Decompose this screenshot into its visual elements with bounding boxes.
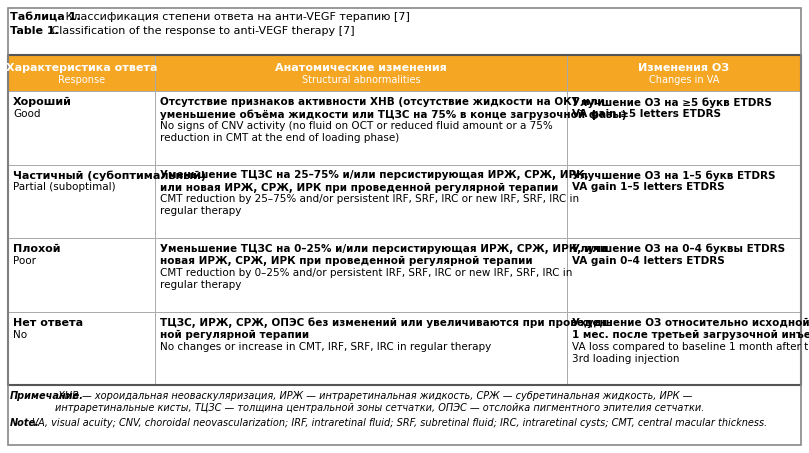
Text: Таблица 1.: Таблица 1.: [10, 12, 81, 22]
Text: Отсутствие признаков активности ХНВ (отсутствие жидкости на ОКТ или: Отсутствие признаков активности ХНВ (отс…: [159, 97, 604, 107]
Text: CMT reduction by 25–75% and/or persistent IRF, SRF, IRC or new IRF, SRF, IRC in: CMT reduction by 25–75% and/or persisten…: [159, 194, 578, 204]
Bar: [8, 238, 155, 312]
Text: Анатомические изменения: Анатомические изменения: [275, 63, 447, 73]
Bar: [567, 238, 801, 312]
Bar: [155, 55, 567, 91]
Text: 1 мес. после третьей загрузочной инъекции: 1 мес. после третьей загрузочной инъекци…: [572, 329, 809, 340]
Text: Классификация степени ответа на анти-VEGF терапию [7]: Классификация степени ответа на анти-VEG…: [62, 12, 410, 22]
Text: Нет ответа: Нет ответа: [13, 318, 83, 328]
Text: ТЦЗС, ИРЖ, СРЖ, ОПЭС без изменений или увеличиваются при проведен-: ТЦЗС, ИРЖ, СРЖ, ОПЭС без изменений или у…: [159, 318, 611, 328]
Bar: [155, 312, 567, 385]
Bar: [155, 238, 567, 312]
Bar: [567, 312, 801, 385]
Text: Улучшение ОЗ на 0–4 буквы ETDRS: Улучшение ОЗ на 0–4 буквы ETDRS: [572, 244, 786, 255]
Text: regular therapy: regular therapy: [159, 207, 241, 217]
Text: Уменьшение ТЦЗС на 25–75% и/или персистирующая ИРЖ, СРЖ, ИРК,: Уменьшение ТЦЗС на 25–75% и/или персисти…: [159, 170, 588, 180]
Text: Уменьшение ТЦЗС на 0–25% и/или персистирующая ИРЖ, СРЖ, ИРК, или: Уменьшение ТЦЗС на 0–25% и/или персистир…: [159, 244, 607, 254]
Bar: [155, 164, 567, 238]
Bar: [8, 164, 155, 238]
Text: reduction in CMT at the end of loading phase): reduction in CMT at the end of loading p…: [159, 133, 399, 143]
Bar: [8, 55, 155, 91]
Text: Частичный (субоптимальный): Частичный (субоптимальный): [13, 170, 206, 181]
Text: CMT reduction by 0–25% and/or persistent IRF, SRF, IRC or new IRF, SRF, IRC in: CMT reduction by 0–25% and/or persistent…: [159, 268, 572, 278]
Text: Плохой: Плохой: [13, 244, 61, 254]
Text: No signs of CNV activity (no fluid on OCT or reduced fluid amount or a 75%: No signs of CNV activity (no fluid on OC…: [159, 121, 553, 131]
Text: новая ИРЖ, СРЖ, ИРК при проведенной регулярной терапии: новая ИРЖ, СРЖ, ИРК при проведенной регу…: [159, 256, 532, 266]
Bar: [8, 91, 155, 164]
Text: No changes or increase in CMT, IRF, SRF, IRC in regular therapy: No changes or increase in CMT, IRF, SRF,…: [159, 342, 491, 352]
Text: VA loss compared to baseline 1 month after the: VA loss compared to baseline 1 month aft…: [572, 342, 809, 352]
Bar: [155, 91, 567, 164]
Text: No: No: [13, 329, 28, 339]
Text: Изменения ОЗ: Изменения ОЗ: [638, 63, 730, 73]
Text: VA gain 0–4 letters ETDRS: VA gain 0–4 letters ETDRS: [572, 256, 725, 266]
Text: VA gain ≥5 letters ETDRS: VA gain ≥5 letters ETDRS: [572, 109, 721, 119]
Bar: [567, 164, 801, 238]
Text: 3rd loading injection: 3rd loading injection: [572, 353, 680, 363]
Text: Ухудшение ОЗ относительно исходной через: Ухудшение ОЗ относительно исходной через: [572, 318, 809, 328]
Text: Changes in VA: Changes in VA: [649, 75, 719, 85]
Text: regular therapy: regular therapy: [159, 280, 241, 290]
Text: Улучшение ОЗ на ≥5 букв ETDRS: Улучшение ОЗ на ≥5 букв ETDRS: [572, 97, 772, 107]
Bar: [8, 312, 155, 385]
Text: уменьшение объёма жидкости или ТЦЗС на 75% в конце загрузочной фазы): уменьшение объёма жидкости или ТЦЗС на 7…: [159, 109, 626, 120]
Text: Note.: Note.: [10, 418, 40, 428]
Text: Classification of the response to anti-VEGF therapy [7]: Classification of the response to anti-V…: [49, 26, 355, 36]
Text: VA gain 1–5 letters ETDRS: VA gain 1–5 letters ETDRS: [572, 183, 725, 193]
Text: VA, visual acuity; CNV, choroidal neovascularization; IRF, intraretinal fluid; S: VA, visual acuity; CNV, choroidal neovas…: [29, 418, 768, 428]
Bar: [567, 55, 801, 91]
Text: ХНВ — хороидальная неоваскуляризация, ИРЖ — интраретинальная жидкость, СРЖ — суб: ХНВ — хороидальная неоваскуляризация, ИР…: [55, 391, 705, 413]
Bar: [567, 91, 801, 164]
Text: Улучшение ОЗ на 1–5 букв ETDRS: Улучшение ОЗ на 1–5 букв ETDRS: [572, 170, 776, 181]
Text: Partial (suboptimal): Partial (suboptimal): [13, 183, 116, 193]
Text: или новая ИРЖ, СРЖ, ИРК при проведенной регулярной терапии: или новая ИРЖ, СРЖ, ИРК при проведенной …: [159, 183, 558, 193]
Text: Хороший: Хороший: [13, 97, 72, 107]
Text: Poor: Poor: [13, 256, 36, 266]
Text: Structural abnormalities: Structural abnormalities: [302, 75, 420, 85]
Text: Примечание.: Примечание.: [10, 391, 84, 401]
Bar: [8, 55, 801, 385]
Text: ной регулярной терапии: ной регулярной терапии: [159, 329, 309, 340]
Text: Table 1.: Table 1.: [10, 26, 59, 36]
Text: Характеристика ответа: Характеристика ответа: [6, 63, 157, 73]
Text: Response: Response: [57, 75, 105, 85]
Text: Good: Good: [13, 109, 40, 119]
